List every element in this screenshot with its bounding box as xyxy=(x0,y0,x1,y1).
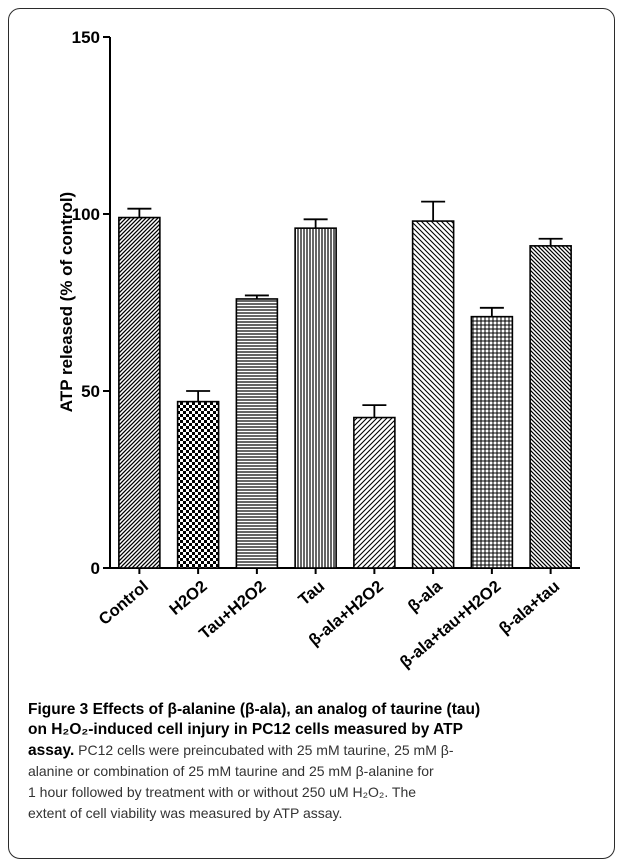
y-axis-label: ATP released (% of control) xyxy=(57,192,76,412)
x-tick-label: β-ala+tau xyxy=(496,577,563,638)
caption-body-line: PC12 cells were preincubated with 25 mM … xyxy=(78,742,454,758)
bar-3 xyxy=(294,227,337,569)
bars xyxy=(118,216,572,569)
caption-body-line: 1 hour followed by treatment with or wit… xyxy=(28,784,417,800)
bar-0 xyxy=(118,216,161,569)
x-tick-label: H2O2 xyxy=(166,577,211,618)
bar-7 xyxy=(529,245,572,569)
bar-6 xyxy=(470,315,514,569)
caption-body: assay. PC12 cells were preincubated with… xyxy=(28,740,608,824)
caption-title-line: assay. xyxy=(28,742,75,759)
bar-4 xyxy=(353,416,396,569)
caption-body-line: alanine or combination of 25 mM taurine … xyxy=(28,763,434,779)
y-tick-label: 100 xyxy=(72,205,100,224)
figure-caption: Figure 3 Effects of β-alanine (β-ala), a… xyxy=(28,700,608,824)
bar-2 xyxy=(235,298,279,569)
y-ticks: 0 50 100 150 xyxy=(72,28,110,578)
x-tick-label: Control xyxy=(95,577,152,628)
error-bars xyxy=(127,200,563,418)
y-tick-label: 50 xyxy=(81,382,100,401)
y-tick-label: 150 xyxy=(72,28,100,47)
x-tick-label: β-ala+tau+H2O2 xyxy=(397,577,505,672)
x-tick-label: β-ala xyxy=(405,577,447,616)
caption-title-line: on H₂O₂-induced cell injury in PC12 cell… xyxy=(28,721,463,738)
caption-title: Figure 3 Effects of β-alanine (β-ala), a… xyxy=(28,700,608,740)
y-tick-label: 0 xyxy=(91,559,100,578)
bar-5 xyxy=(411,220,455,569)
caption-body-line: extent of cell viability was measured by… xyxy=(28,805,343,821)
x-tick-label: Tau xyxy=(295,577,328,609)
bar-1 xyxy=(176,400,220,569)
caption-title-line: Figure 3 Effects of β-alanine (β-ala), a… xyxy=(28,701,481,718)
